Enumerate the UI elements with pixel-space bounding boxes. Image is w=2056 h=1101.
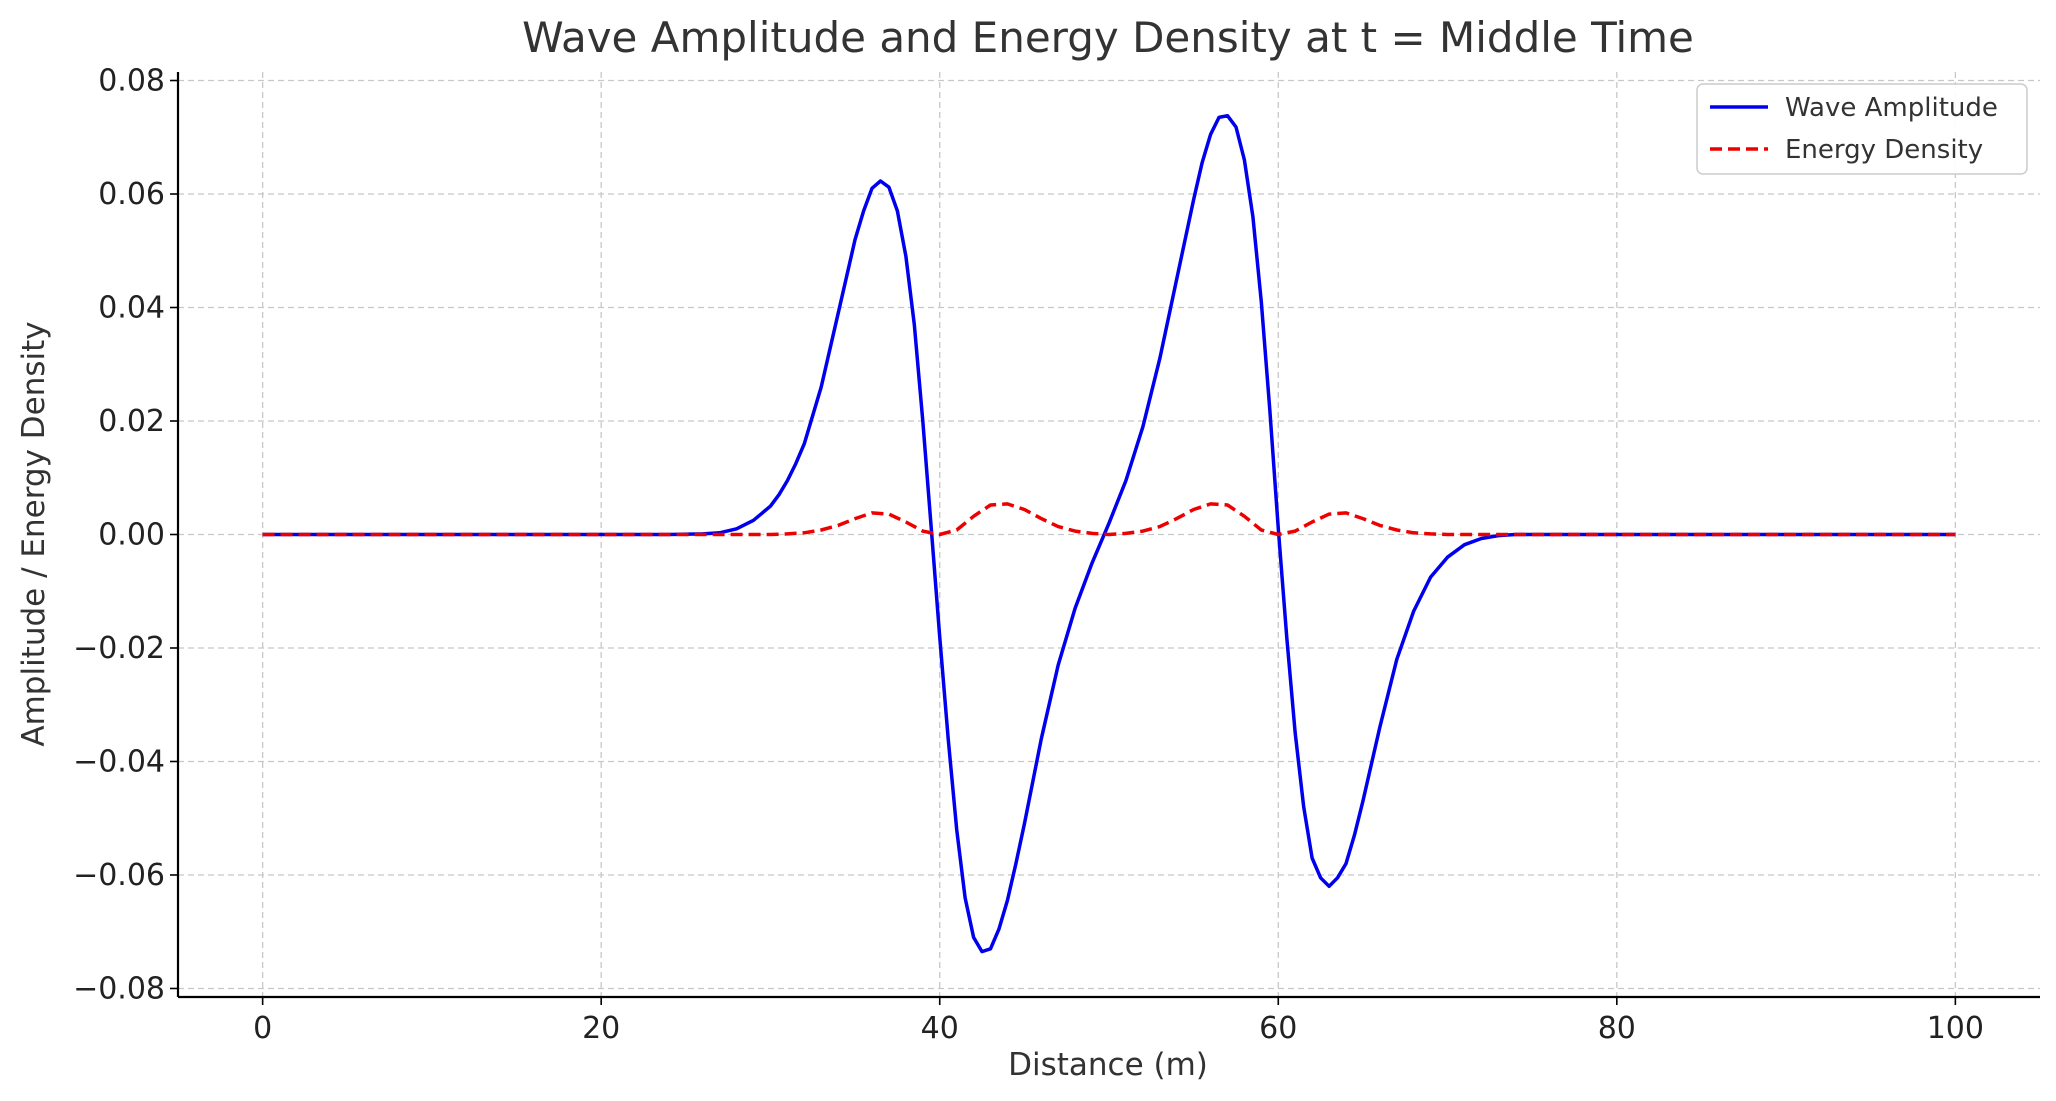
x-tick-label: 100 [1927,1011,1984,1046]
x-tick-label: 80 [1598,1011,1636,1046]
x-axis-label: Distance (m) [1008,1047,1208,1083]
legend-label-energy-density: Energy Density [1785,135,1983,165]
y-tick-label: 0.02 [98,404,165,439]
x-tick-label: 0 [253,1011,272,1046]
y-axis-ticks: 0.08 0.06 0.04 0.02 0.00 −0.02 −0.04 −0.06 −0.08 [73,64,178,1006]
chart-title: Wave Amplitude and Energy Density at t =… [522,13,1694,62]
x-axis-ticks: 0 20 40 60 80 100 [253,997,1984,1046]
y-tick-label: 0.06 [98,177,165,212]
series-line-wave-amplitude [262,113,1956,954]
series-line-energy-density [262,502,1956,537]
y-tick-label: 0.00 [98,518,165,553]
legend-frame [1696,83,2028,175]
y-axis-label: Amplitude / Energy Density [16,321,52,746]
x-tick-label: 20 [582,1011,620,1046]
legend-label-wave-amplitude: Wave Amplitude [1785,93,1998,123]
legend: Wave Amplitude Energy Density [1696,83,2028,175]
y-tick-label: −0.06 [73,858,165,893]
y-tick-label: −0.04 [73,744,165,779]
y-tick-label: 0.04 [98,291,165,326]
y-tick-label: −0.08 [73,971,165,1006]
y-tick-label: 0.08 [98,64,165,99]
y-tick-label: −0.02 [73,631,165,666]
x-tick-label: 60 [1259,1011,1297,1046]
x-tick-label: 40 [921,1011,959,1046]
plot-area [262,113,1956,954]
